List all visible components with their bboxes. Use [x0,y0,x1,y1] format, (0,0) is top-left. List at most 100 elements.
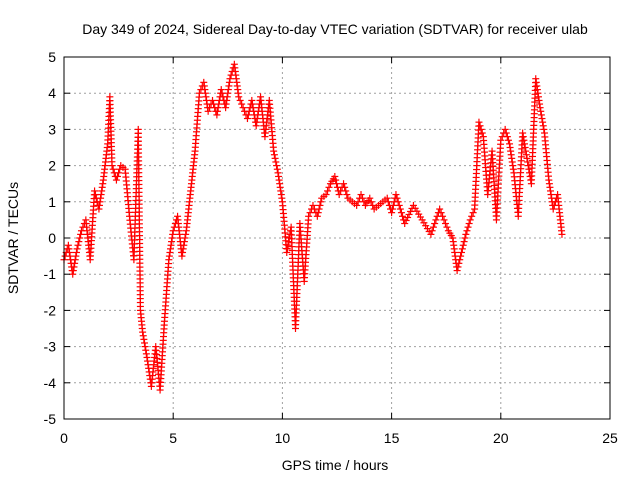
trace-marker [389,201,397,209]
trace-marker [214,104,222,112]
data-point [388,209,396,217]
y-tick-label: 0 [48,230,56,246]
trace-marker [437,209,445,217]
trace-marker [459,241,467,249]
chart-title: Day 349 of 2024, Sidereal Day-to-day VTE… [82,21,588,37]
trace-marker [478,129,486,137]
trace-marker [180,238,188,246]
y-tick-label: 1 [48,194,56,210]
trace-marker [460,238,468,246]
trace-marker [457,252,465,260]
data-point [112,176,120,184]
trace-marker [404,213,412,221]
trace-marker [367,198,375,206]
trace-marker [443,223,451,231]
data-point [457,248,465,256]
trace-marker [537,107,545,115]
trace-marker [441,220,449,228]
trace-marker [397,209,405,217]
trace-marker [284,241,292,249]
data-point [322,191,330,199]
data-point [353,201,361,209]
trace-marker [273,162,281,170]
data-point [497,136,505,144]
data-point [340,180,348,188]
data-point [427,230,435,238]
trace-marker [465,220,473,228]
x-tick-label: 15 [384,430,400,446]
trace-marker [76,234,84,242]
trace-marker [244,111,252,119]
trace-marker [405,210,413,218]
trace-marker [249,104,257,112]
data-point [213,111,221,119]
trace-marker [388,205,396,213]
trace-marker [248,100,256,108]
trace-marker [179,248,187,256]
trace-marker [214,107,222,115]
trace-marker [431,220,439,228]
trace-marker [273,165,281,173]
data-point [217,86,225,94]
data-point [178,252,186,260]
trace-marker [463,227,471,235]
data-point [209,96,217,104]
x-tick-label: 20 [493,430,509,446]
trace-marker [74,241,82,249]
trace-marker [439,212,447,220]
trace-marker [71,259,79,267]
trace-marker [314,209,322,217]
data-point [239,104,247,112]
data-point [436,205,444,213]
trace-marker [75,238,83,246]
trace-marker [520,136,528,144]
data-point [475,118,483,126]
data-point [549,205,557,213]
trace-marker [540,125,548,133]
data-point [466,216,474,224]
trace-marker [342,187,350,195]
data-point [536,104,544,112]
data-point [331,172,339,180]
trace-marker [238,100,246,108]
trace-marker [477,125,485,133]
data-point [313,212,321,220]
trace-marker [70,263,78,271]
data-point [501,125,509,133]
trace-marker [317,198,325,206]
trace-marker [272,158,280,166]
data-point [139,328,147,336]
trace-marker [71,256,79,264]
data-point [453,267,461,275]
trace-marker [432,216,440,224]
data-point [335,191,343,199]
data-point [243,115,251,123]
y-tick-label: 4 [48,85,56,101]
x-axis-label: GPS time / hours [282,457,389,473]
trace-marker [325,183,333,191]
data-point [169,227,177,235]
trace-marker [142,346,150,354]
y-tick-label: -4 [44,375,57,391]
data-point [462,230,470,238]
trace-marker [215,100,223,108]
y-tick-label: -1 [44,266,57,282]
trace-marker [394,198,402,206]
trace-marker [114,172,122,180]
data-point [357,191,365,199]
trace-marker [428,227,436,235]
trace-marker [393,194,401,202]
trace-marker [115,169,123,177]
data-point [558,230,566,238]
y-tick-label: 2 [48,158,56,174]
trace-marker [341,183,349,191]
trace-marker [141,343,149,351]
y-tick-label: -2 [44,302,57,318]
plot-frame [63,56,611,420]
trace-marker [316,201,324,209]
trace-marker [179,245,187,253]
trace-marker [72,248,80,256]
trace-marker [324,187,332,195]
trace-marker [455,259,463,267]
